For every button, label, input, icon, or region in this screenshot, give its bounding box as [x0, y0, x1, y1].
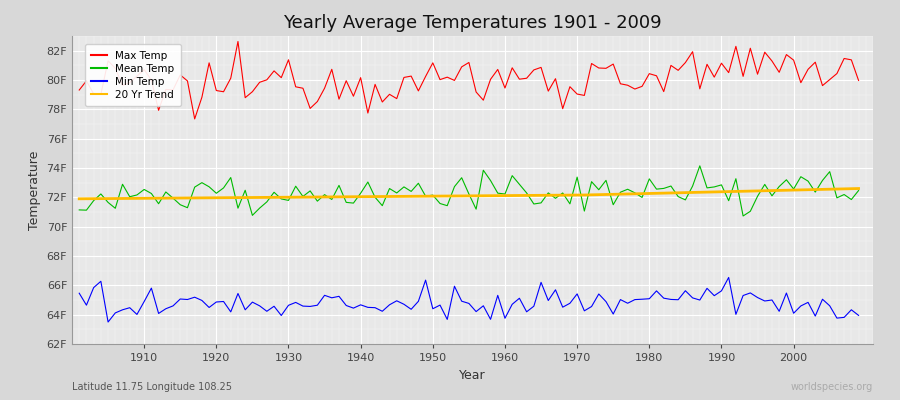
Y-axis label: Temperature: Temperature	[28, 150, 41, 230]
Text: Latitude 11.75 Longitude 108.25: Latitude 11.75 Longitude 108.25	[72, 382, 232, 392]
X-axis label: Year: Year	[459, 368, 486, 382]
Legend: Max Temp, Mean Temp, Min Temp, 20 Yr Trend: Max Temp, Mean Temp, Min Temp, 20 Yr Tre…	[86, 44, 181, 106]
Title: Yearly Average Temperatures 1901 - 2009: Yearly Average Temperatures 1901 - 2009	[284, 14, 662, 32]
Text: worldspecies.org: worldspecies.org	[791, 382, 873, 392]
